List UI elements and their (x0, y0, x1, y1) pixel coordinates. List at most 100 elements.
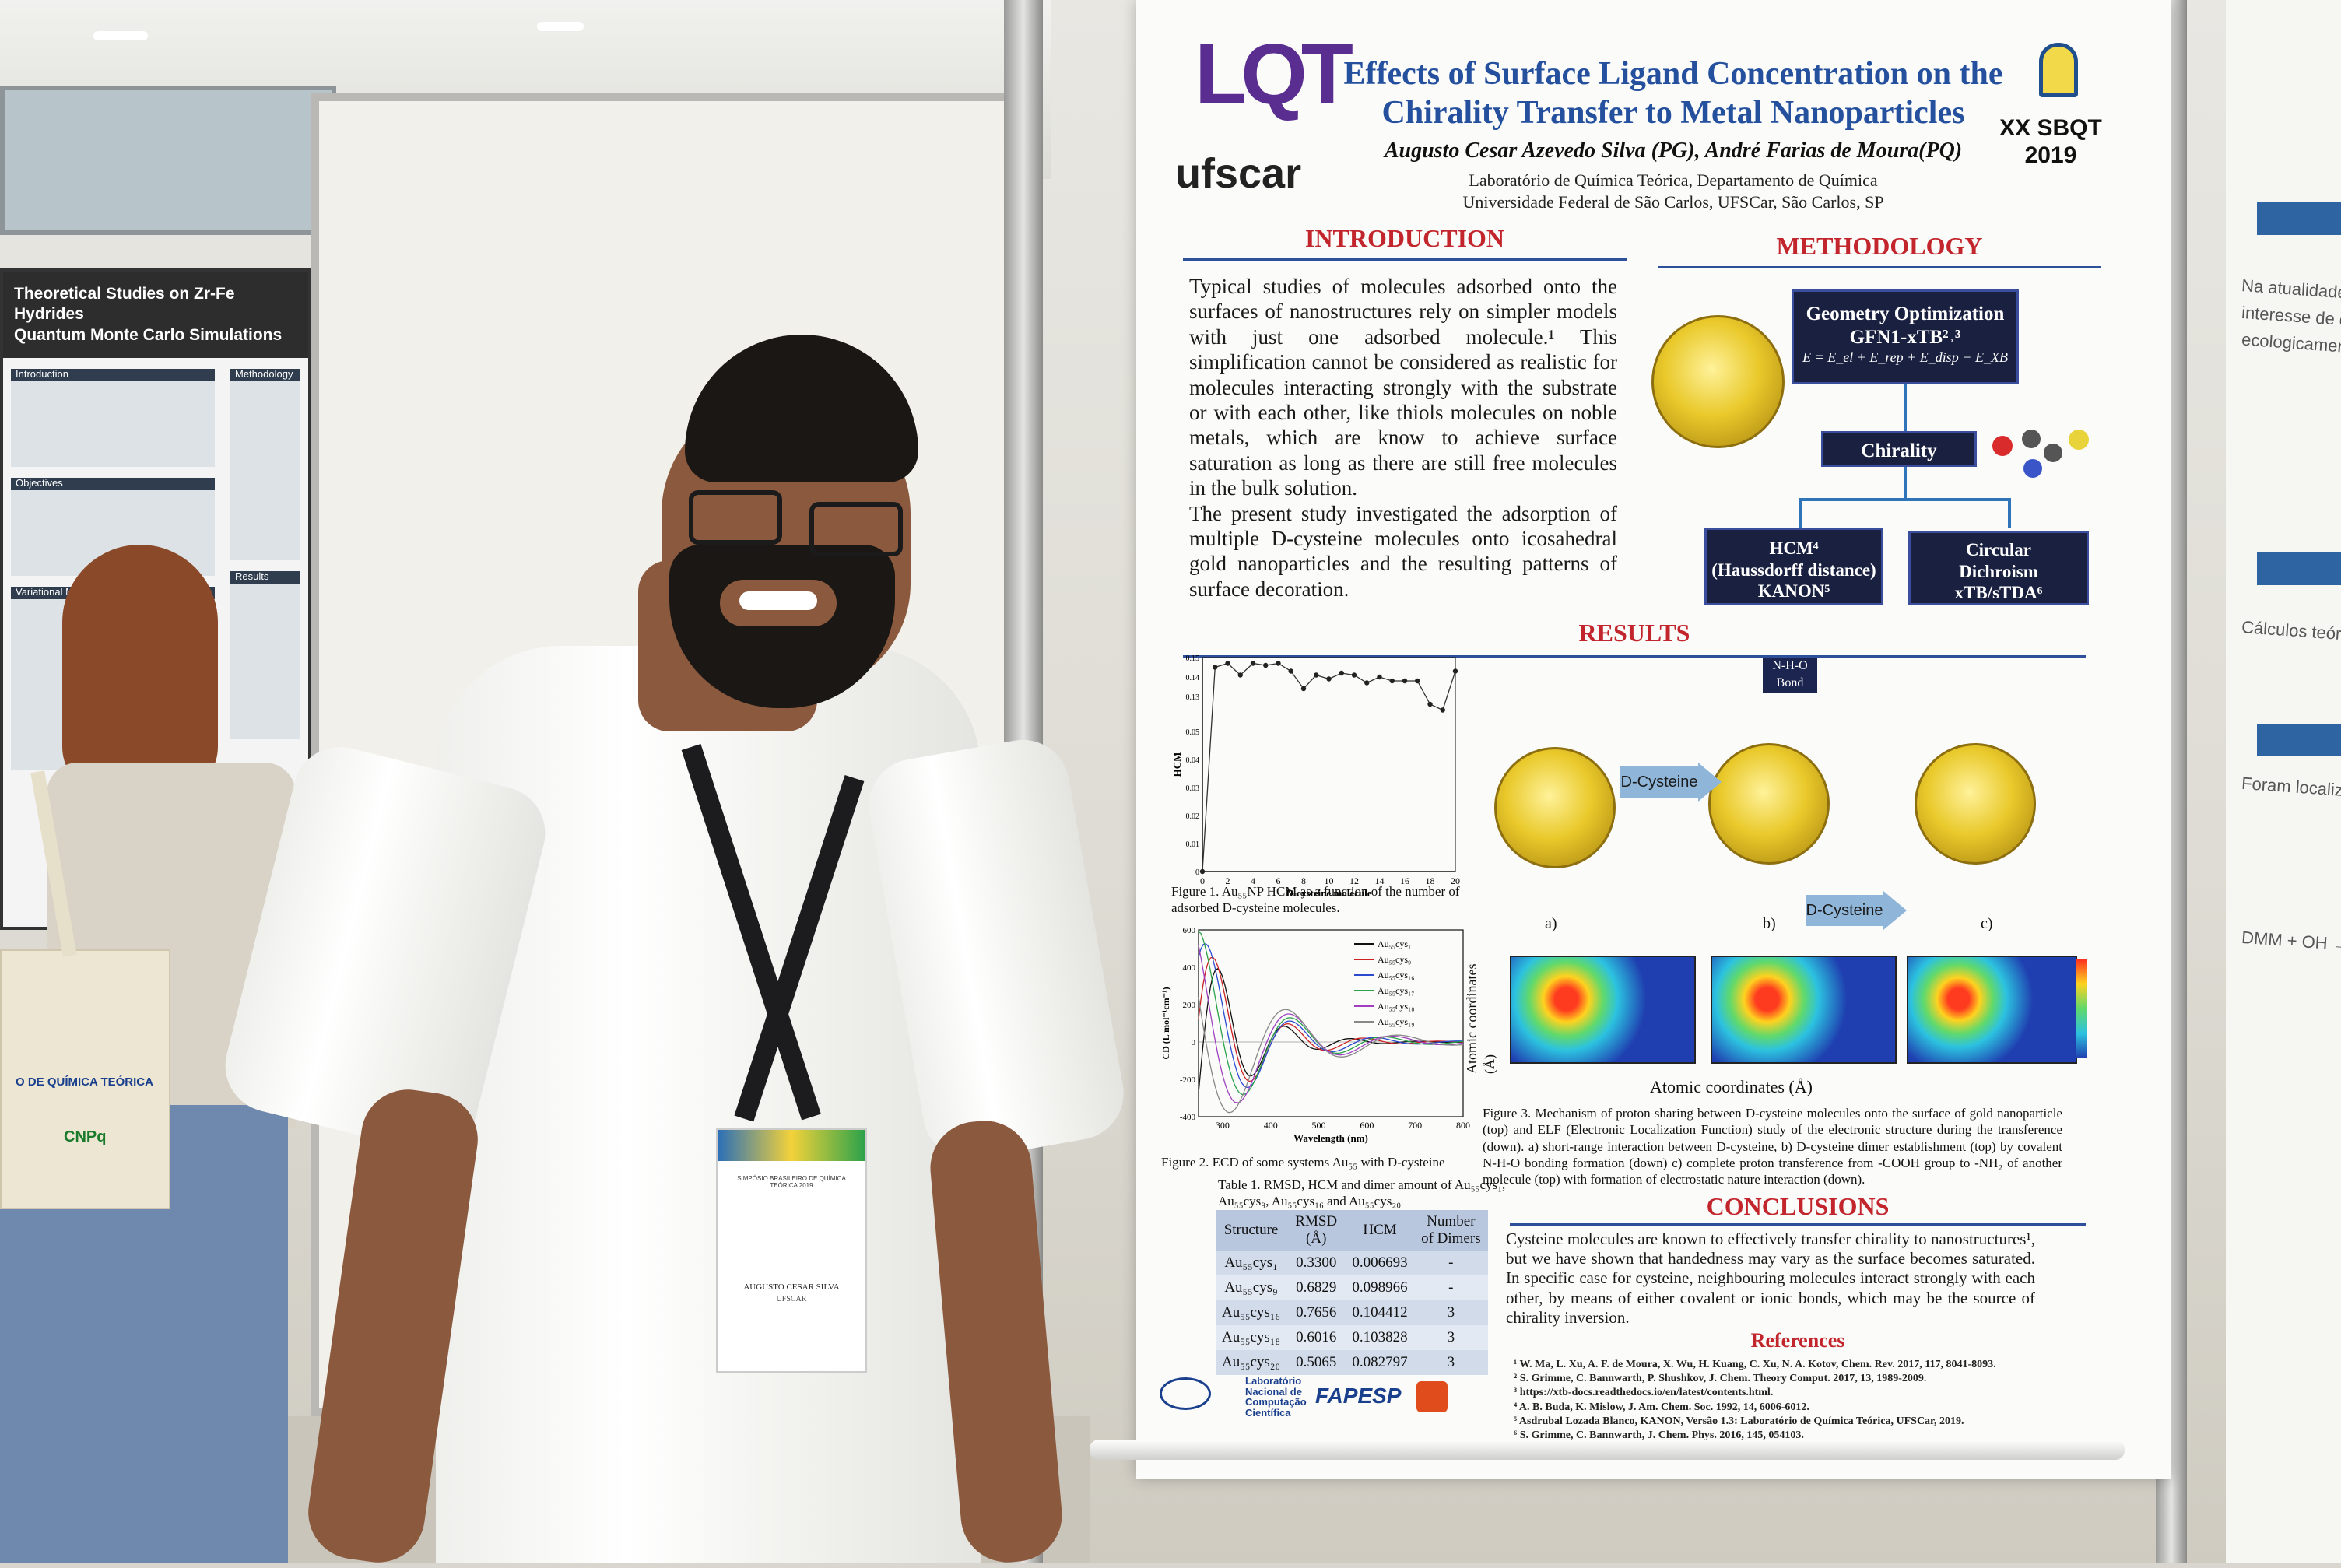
ecd-y-tick: 200 (1183, 1001, 1196, 1010)
badge-org: UFSCAR (776, 1295, 807, 1303)
event-line: 2019 (2024, 142, 2077, 168)
table-cell: - (1413, 1275, 1488, 1300)
elf-map-a (1510, 956, 1696, 1064)
hcm-data-point (1427, 701, 1433, 707)
poster-affiliation: Laboratório de Química Teórica, Departam… (1323, 170, 2023, 212)
table-caption: Table 1. RMSD, HCM and dimer amount of A… (1218, 1177, 1506, 1209)
box-line: (Haussdorff distance) (1711, 559, 1876, 580)
flow-connector (1904, 467, 1907, 498)
table-cell: 0.6829 (1286, 1275, 1346, 1300)
table-header: HCM (1346, 1210, 1414, 1251)
hcm-data-point (1377, 674, 1382, 680)
results-heading: RESULTS (1578, 619, 1690, 647)
table-row: Au₅₅cys₂₀ 0.5065 0.082797 3 (1216, 1350, 1488, 1375)
ecd-chart: 300 400 500 600 700 800 600 400 200 0 -200 -400 Au₅₅… (1160, 926, 1470, 1144)
reference-item: ¹ W. Ma, L. Xu, A. F. de Moura, X. Wu, H… (1514, 1359, 1996, 1370)
conclusions-text: Cysteine molecules are known to effectiv… (1506, 1229, 2035, 1327)
arrow-head-icon (1883, 891, 1907, 930)
elf-map-b (1711, 956, 1897, 1064)
table-row: Au₅₅cys₁₆ 0.7656 0.104412 3 (1216, 1300, 1488, 1325)
hcm-x-tick: 14 (1375, 875, 1385, 886)
ceiling-light (93, 31, 148, 40)
hcm-x-label: D-cysteine molecule (1286, 887, 1371, 899)
hcm-y-label: HCM (1171, 752, 1183, 777)
hcm-y-tick: 0.13 (1186, 693, 1200, 702)
box-line: KANON⁵ (1757, 581, 1830, 602)
panel-label-c: c) (1981, 915, 1993, 932)
neighbour-section: Objectives (16, 476, 63, 489)
ecd-legend-label: Au₅₅cys₁₆ (1378, 970, 1414, 980)
smile (739, 591, 817, 610)
ecd-x-tick: 700 (1408, 1120, 1422, 1131)
d-cysteine-arrow-bottom: D-Cysteine (1806, 895, 1883, 926)
label-line: Bond (1776, 676, 1804, 689)
name-badge: SIMPÓSIO BRASILEIRO DE QUÍMICA TEÓRICA 2… (716, 1128, 867, 1373)
elf-map-c (1907, 956, 2077, 1064)
gold-nanoparticle-image (1651, 315, 1785, 448)
figure2-caption: Figure 2. ECD of some systems Au₅₅ with … (1161, 1155, 1445, 1170)
table-row: Au₅₅cys₉ 0.6829 0.098966- (1216, 1275, 1488, 1300)
box-line: Geometry Optimization (1806, 303, 2005, 324)
cnpq-eye-logo-icon (1160, 1377, 1211, 1410)
section-rule (1658, 266, 2101, 268)
hcm-data-point (1402, 678, 1408, 684)
hcm-data-point (1339, 670, 1344, 676)
table-cell: Au₅₅cys₁₆ (1216, 1300, 1287, 1325)
ecd-legend-label: Au₅₅cys₁ (1378, 938, 1411, 949)
ecd-legend-label: Au₅₅cys₁₇ (1378, 985, 1414, 996)
hcm-y-tick: 0 (1195, 868, 1199, 877)
introduction-heading: INTRODUCTION (1304, 224, 1505, 252)
ecd-series-line (1198, 997, 1464, 1114)
conclusions-heading: CONCLUSIONS (1706, 1192, 1890, 1220)
ecd-x-tick: 600 (1360, 1120, 1374, 1131)
section-rule (1183, 258, 1627, 261)
logo-line: Científica (1245, 1406, 1291, 1419)
references-heading: References (1750, 1329, 1845, 1352)
hcm-x-tick: 8 (1301, 875, 1306, 886)
hcm-y-tick: 0.05 (1186, 728, 1200, 737)
table-cell: 0.098966 (1346, 1275, 1414, 1300)
d-cysteine-arrow-top: D-Cysteine (1620, 766, 1698, 798)
reference-item: ⁶ S. Grimme, C. Bannwarth, J. Chem. Phys… (1514, 1429, 1804, 1441)
hcm-y-tick: 0.03 (1186, 784, 1200, 793)
glasses-icon (689, 490, 782, 545)
reference-item: ² S. Grimme, C. Bannwarth, P. Shushkov, … (1514, 1373, 1927, 1385)
cysteine-molecule-image (1992, 412, 2094, 482)
section-rule (1183, 655, 2086, 658)
neighbour-poster-title: Quantum Monte Carlo Simulations (14, 325, 283, 344)
ecd-y-tick: -400 (1180, 1113, 1196, 1122)
hcm-x-tick: 0 (1200, 875, 1205, 886)
table-cell: 0.104412 (1346, 1300, 1414, 1325)
ecd-series-line (1198, 956, 1464, 1082)
sponsor-logo-icon (1416, 1381, 1448, 1412)
tote-brand: CNPq (64, 1128, 107, 1145)
table-cell: 0.6016 (1286, 1325, 1346, 1350)
table-header: Structure (1216, 1210, 1287, 1251)
table-cell: 0.7656 (1286, 1300, 1346, 1325)
woman-hair (62, 545, 218, 794)
ufscar-logo: ufscar (1175, 150, 1302, 197)
neighbour-section: Methodology (235, 367, 293, 380)
box-line: Circular (1966, 540, 2031, 559)
poster-title-line: Effects of Surface Ligand Concentration … (1343, 56, 2003, 92)
table-header: RMSD (Å) (1286, 1210, 1346, 1251)
hcm-x-tick: 20 (1451, 875, 1460, 886)
table-cell: 0.5065 (1286, 1350, 1346, 1375)
ecd-x-tick: 300 (1216, 1120, 1230, 1131)
label-line: N-H-O (1772, 659, 1808, 672)
neighbour-poster-right: Na atualidade, se interesse de dese ecol… (2226, 0, 2341, 1563)
ceiling-light (537, 22, 584, 31)
logo-line: Nacional de (1245, 1385, 1302, 1398)
ecd-legend-label: Au₅₅cys₁₈ (1378, 1001, 1414, 1012)
flow-connector (1904, 384, 1907, 431)
results-table: Structure RMSD (Å) HCM Number of Dimers … (1216, 1210, 1488, 1375)
flow-connector (1799, 498, 1802, 528)
hcm-data-point (1440, 707, 1445, 713)
badge-name: AUGUSTO CESAR SILVA (743, 1282, 840, 1292)
reference-item: ³ https://xtb-docs.readthedocs.io/en/lat… (1514, 1387, 1774, 1399)
sbqt-logo-icon (2039, 43, 2078, 97)
table-cell: 3 (1413, 1325, 1488, 1350)
hcm-chart: 0 2 4 6 8 10 12 14 16 18 20 0 0.01 0.02 0.03 0.04 0.05 0.… (1171, 654, 1460, 899)
panel-label-a: a) (1545, 915, 1557, 932)
table-cell: 0.082797 (1346, 1350, 1414, 1375)
